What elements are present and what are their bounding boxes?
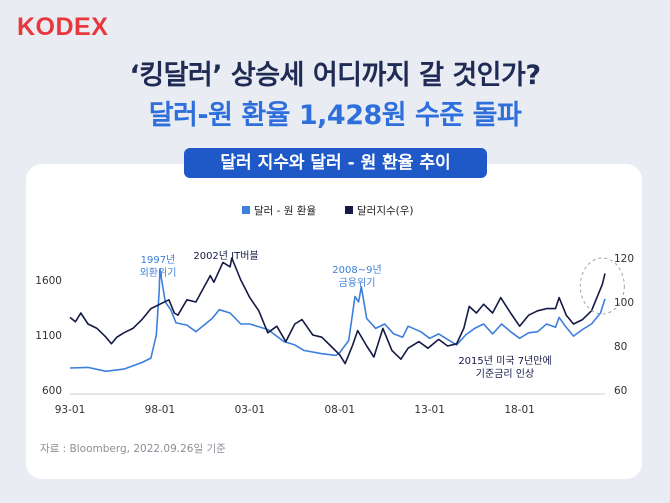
highlight-circle bbox=[579, 257, 625, 315]
x-tick-label: 98-01 bbox=[145, 404, 176, 416]
annotation-a1997: 1997년 bbox=[141, 254, 176, 266]
y-right-tick-label: 80 bbox=[614, 341, 627, 353]
annotation-a2015: 기준금리 인상 bbox=[476, 368, 534, 380]
x-tick-label: 18-01 bbox=[504, 404, 535, 416]
legend-label-krw: 달러 - 원 환율 bbox=[254, 205, 316, 217]
series-line-dxy bbox=[69, 257, 606, 365]
headline-subtitle: 달러-원 환율 1,428원 수준 돌파 bbox=[148, 100, 522, 131]
annotation-a2015: 2015년 미국 7년만에 bbox=[458, 355, 551, 367]
source-note: 자료 : Bloomberg, 2022.09.26일 기준 bbox=[40, 443, 226, 455]
x-tick-label: 08-01 bbox=[324, 404, 355, 416]
chart-card bbox=[26, 164, 642, 479]
headline-title: ‘킹달러’ 상승세 어디까지 갈 것인가? bbox=[129, 60, 541, 91]
x-tick-label: 03-01 bbox=[235, 404, 266, 416]
annotation-a2008: 금융위기 bbox=[339, 276, 376, 289]
y-left-tick-label: 600 bbox=[42, 385, 62, 397]
legend-label-dxy: 달러지수(우) bbox=[357, 205, 414, 217]
y-left-tick-label: 1600 bbox=[35, 275, 62, 287]
legend-swatch-dxy bbox=[345, 206, 353, 214]
annotation-a2008: 2008~9년 bbox=[332, 264, 381, 276]
annotation-a1997: 외환위기 bbox=[140, 266, 177, 279]
chart-title-pill: 달러 지수와 달러 - 원 환율 추이 bbox=[184, 148, 487, 178]
y-left-tick-label: 1100 bbox=[35, 330, 62, 342]
y-right-tick-label: 100 bbox=[614, 297, 634, 309]
x-tick-label: 13-01 bbox=[414, 404, 445, 416]
kodex-logo: KODEX bbox=[17, 13, 109, 41]
x-tick-label: 93-01 bbox=[55, 404, 86, 416]
legend-swatch-krw bbox=[242, 206, 250, 214]
annotation-a2002: 2002년 IT버블 bbox=[193, 250, 258, 262]
y-right-tick-label: 60 bbox=[614, 385, 627, 397]
series-line-krw bbox=[69, 268, 606, 373]
y-right-tick-label: 120 bbox=[614, 253, 634, 265]
